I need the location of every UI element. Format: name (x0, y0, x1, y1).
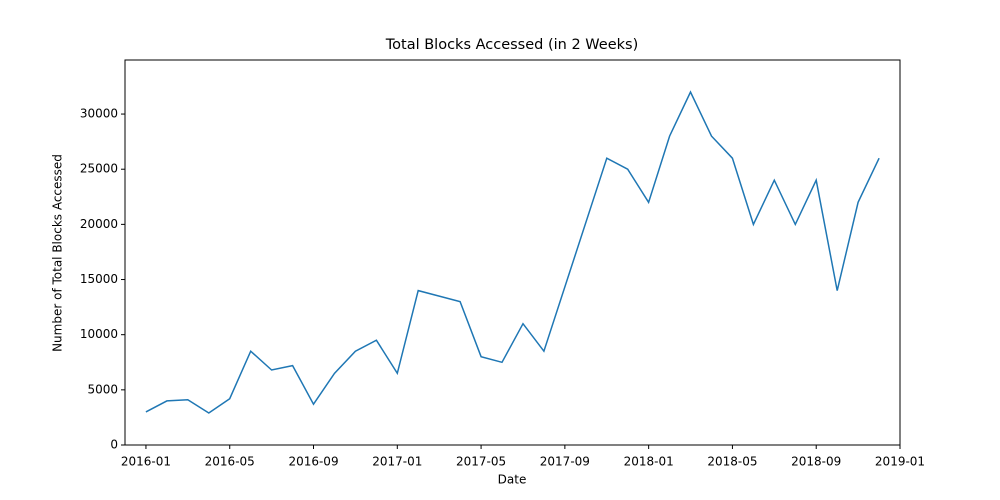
x-tick-label: 2016-01 (121, 455, 171, 469)
x-tick-label: 2017-09 (540, 455, 590, 469)
y-axis-label: Number of Total Blocks Accessed (51, 154, 65, 352)
y-tick-label: 20000 (80, 217, 118, 231)
y-tick-label: 5000 (87, 382, 118, 396)
y-tick-label: 15000 (80, 272, 118, 286)
x-tick-label: 2019-01 (875, 455, 925, 469)
plot-frame (124, 59, 901, 446)
x-tick-label: 2016-09 (288, 455, 338, 469)
x-tick-label: 2016-05 (205, 455, 255, 469)
data-line (145, 90, 880, 414)
x-tick-label: 2017-05 (456, 455, 506, 469)
x-axis-label: Date (498, 473, 527, 487)
y-tick-label: 0 (110, 438, 118, 452)
chart-title: Total Blocks Accessed (in 2 Weeks) (385, 37, 638, 53)
x-tick-label: 2018-01 (624, 455, 674, 469)
y-tick-label: 30000 (80, 107, 118, 121)
x-tick-label: 2018-09 (791, 455, 841, 469)
y-tick-label: 25000 (80, 162, 118, 176)
x-tick-label: 2018-05 (707, 455, 757, 469)
x-tick-label: 2017-01 (372, 455, 422, 469)
y-tick-label: 10000 (80, 327, 118, 341)
